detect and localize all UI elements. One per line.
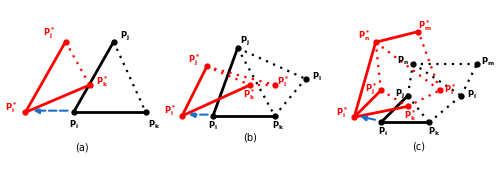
Text: (c): (c) xyxy=(412,141,425,151)
Text: $\mathbf{P_i^*}$: $\mathbf{P_i^*}$ xyxy=(5,100,17,115)
Text: $\mathbf{P_m}$: $\mathbf{P_m}$ xyxy=(481,55,495,68)
Text: $\mathbf{P_j}$: $\mathbf{P_j}$ xyxy=(240,35,250,48)
Text: $\mathbf{P_n^*}$: $\mathbf{P_n^*}$ xyxy=(358,28,370,43)
Text: $\mathbf{P_i}$: $\mathbf{P_i}$ xyxy=(378,126,388,138)
Text: $\mathbf{P_i^*}$: $\mathbf{P_i^*}$ xyxy=(164,104,176,118)
Text: $\mathbf{P_i}$: $\mathbf{P_i}$ xyxy=(68,119,78,131)
Text: $\mathbf{P_k}$: $\mathbf{P_k}$ xyxy=(148,119,160,131)
Text: $\mathbf{P_m^*}$: $\mathbf{P_m^*}$ xyxy=(418,18,432,33)
Text: $\mathbf{P_j^*}$: $\mathbf{P_j^*}$ xyxy=(44,26,56,41)
Text: $\mathbf{P_l}$: $\mathbf{P_l}$ xyxy=(467,88,477,101)
Text: $\mathbf{P_j^*}$: $\mathbf{P_j^*}$ xyxy=(188,53,200,68)
Text: $\mathbf{P_k^*}$: $\mathbf{P_k^*}$ xyxy=(96,74,108,89)
Text: $\mathbf{P_i^*}$: $\mathbf{P_i^*}$ xyxy=(336,105,348,120)
Text: $\mathbf{P_l}$: $\mathbf{P_l}$ xyxy=(312,70,322,83)
Text: $\mathbf{P_j}$: $\mathbf{P_j}$ xyxy=(120,30,130,43)
Text: $\mathbf{P_k}$: $\mathbf{P_k}$ xyxy=(272,120,284,132)
Text: $\mathbf{P_k^*}$: $\mathbf{P_k^*}$ xyxy=(404,109,416,123)
Text: $\mathbf{P_n}$: $\mathbf{P_n}$ xyxy=(398,54,409,67)
Text: $\mathbf{P_j}$: $\mathbf{P_j}$ xyxy=(396,88,405,101)
Text: (a): (a) xyxy=(75,142,88,152)
Text: $\mathbf{P_k}$: $\mathbf{P_k}$ xyxy=(428,126,440,138)
Text: (b): (b) xyxy=(243,133,257,143)
Text: $\mathbf{P_k^*}$: $\mathbf{P_k^*}$ xyxy=(242,87,255,102)
Text: $\mathbf{P_l^*}$: $\mathbf{P_l^*}$ xyxy=(444,82,456,97)
Text: $\mathbf{P_l^*}$: $\mathbf{P_l^*}$ xyxy=(277,74,289,89)
Text: $\mathbf{P_i}$: $\mathbf{P_i}$ xyxy=(208,120,218,132)
Text: $\mathbf{P_j^*}$: $\mathbf{P_j^*}$ xyxy=(365,82,378,97)
